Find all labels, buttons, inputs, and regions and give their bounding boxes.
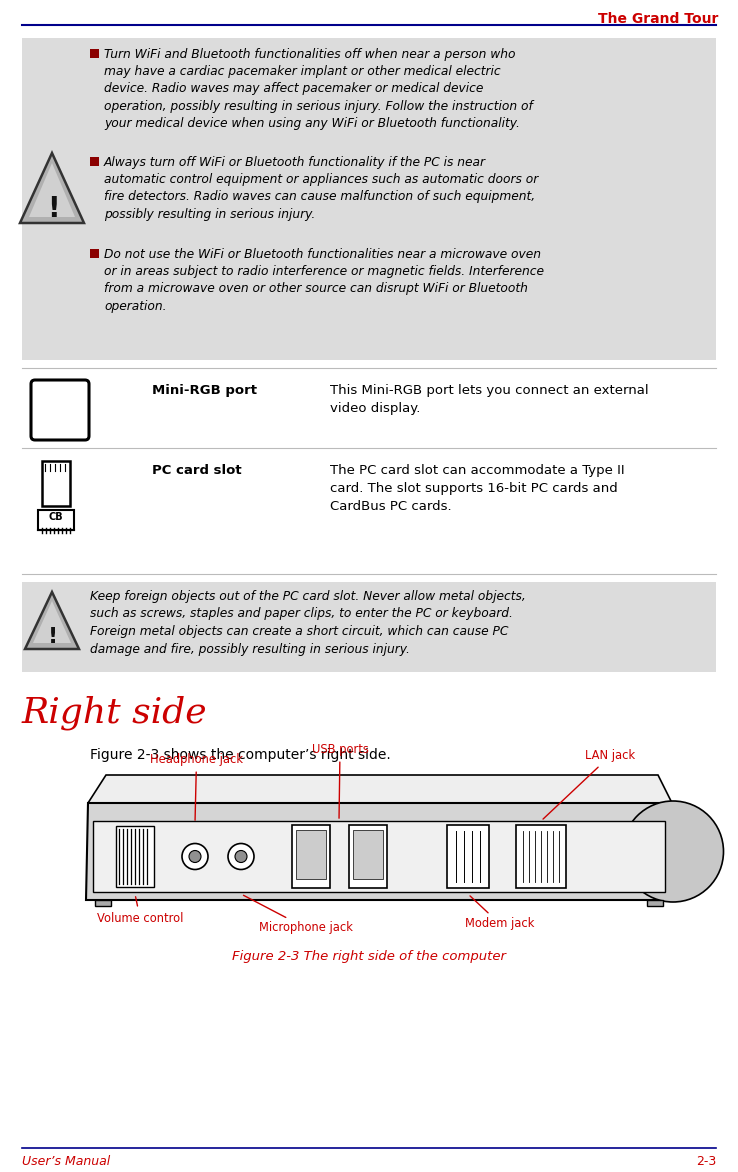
FancyBboxPatch shape [516, 825, 566, 888]
Text: LAN jack: LAN jack [543, 750, 635, 819]
Text: Figure 2-3 shows the computer’s right side.: Figure 2-3 shows the computer’s right si… [90, 748, 390, 762]
Circle shape [622, 800, 723, 902]
Text: Microphone jack: Microphone jack [244, 895, 353, 934]
Circle shape [228, 844, 254, 870]
Polygon shape [20, 154, 84, 223]
Text: Volume control: Volume control [97, 897, 183, 925]
Text: !: ! [46, 195, 59, 223]
Text: Right side: Right side [22, 695, 207, 729]
Polygon shape [86, 803, 672, 900]
FancyBboxPatch shape [647, 900, 663, 906]
Text: 2-3: 2-3 [696, 1154, 716, 1168]
FancyBboxPatch shape [42, 461, 70, 506]
FancyBboxPatch shape [22, 38, 716, 360]
Text: PC card slot: PC card slot [152, 464, 241, 477]
FancyBboxPatch shape [93, 822, 665, 892]
Circle shape [235, 851, 247, 863]
Text: Always turn off WiFi or Bluetooth functionality if the PC is near
automatic cont: Always turn off WiFi or Bluetooth functi… [104, 156, 538, 220]
Text: The PC card slot can accommodate a Type II
card. The slot supports 16-bit PC car: The PC card slot can accommodate a Type … [330, 464, 624, 513]
Text: CB: CB [49, 512, 63, 522]
Text: Headphone jack: Headphone jack [150, 754, 243, 820]
Text: Keep foreign objects out of the PC card slot. Never allow metal objects,
such as: Keep foreign objects out of the PC card … [90, 590, 525, 655]
FancyBboxPatch shape [90, 157, 99, 166]
Text: USB ports: USB ports [311, 743, 368, 818]
FancyBboxPatch shape [38, 510, 74, 530]
Text: Do not use the WiFi or Bluetooth functionalities near a microwave oven
or in are: Do not use the WiFi or Bluetooth functio… [104, 248, 544, 313]
FancyBboxPatch shape [95, 900, 111, 906]
FancyBboxPatch shape [292, 825, 330, 888]
Text: Modem jack: Modem jack [466, 895, 535, 931]
FancyBboxPatch shape [31, 380, 89, 440]
FancyBboxPatch shape [349, 825, 387, 888]
Text: Turn WiFi and Bluetooth functionalities off when near a person who
may have a ca: Turn WiFi and Bluetooth functionalities … [104, 48, 533, 130]
FancyBboxPatch shape [447, 825, 489, 888]
Text: Mini-RGB port: Mini-RGB port [152, 384, 257, 397]
FancyBboxPatch shape [116, 826, 154, 887]
FancyBboxPatch shape [296, 830, 326, 879]
Text: The Grand Tour: The Grand Tour [598, 12, 718, 26]
Text: !: ! [48, 627, 58, 647]
Polygon shape [33, 601, 71, 643]
Circle shape [182, 844, 208, 870]
Polygon shape [25, 592, 79, 649]
Text: Figure 2-3 The right side of the computer: Figure 2-3 The right side of the compute… [232, 950, 506, 963]
Text: This Mini-RGB port lets you connect an external
video display.: This Mini-RGB port lets you connect an e… [330, 384, 649, 415]
Polygon shape [88, 775, 672, 803]
FancyBboxPatch shape [90, 49, 99, 57]
FancyBboxPatch shape [22, 582, 716, 672]
Circle shape [189, 851, 201, 863]
FancyBboxPatch shape [90, 248, 99, 258]
FancyBboxPatch shape [353, 830, 383, 879]
Text: User’s Manual: User’s Manual [22, 1154, 110, 1168]
Polygon shape [29, 163, 75, 217]
